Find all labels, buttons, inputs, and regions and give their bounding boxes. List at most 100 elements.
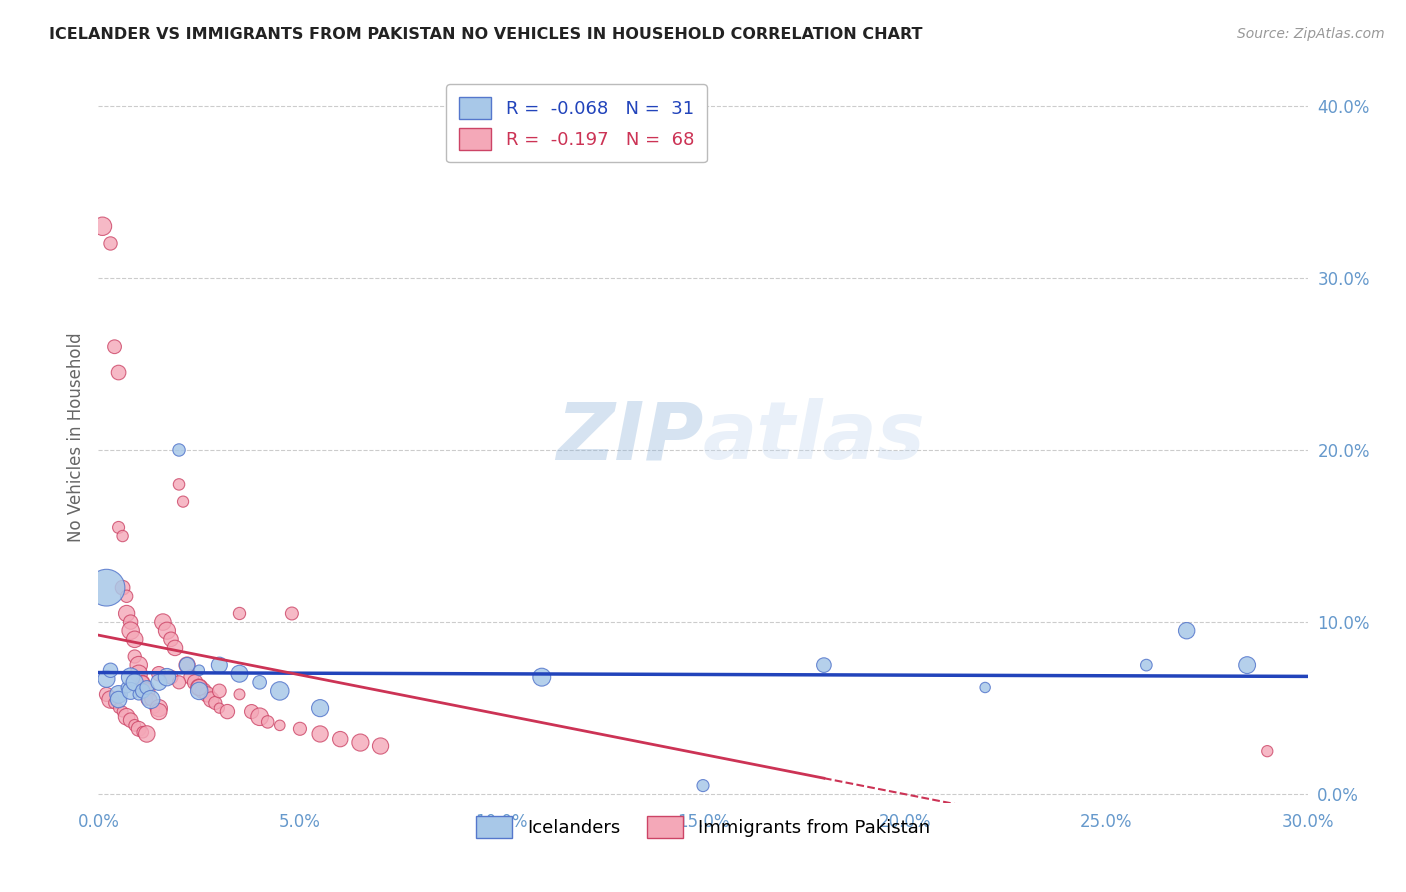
Point [208, 701, 231, 715]
Point [188, 681, 211, 695]
Point [152, 615, 174, 629]
Point [120, 713, 142, 727]
Point [143, 701, 166, 715]
Text: ICELANDER VS IMMIGRANTS FROM PAKISTAN NO VEHICLES IN HOUSEHOLD CORRELATION CHART: ICELANDER VS IMMIGRANTS FROM PAKISTAN NO… [49, 27, 922, 42]
Point [124, 675, 146, 690]
Point [200, 692, 222, 706]
Point [115, 681, 138, 695]
Point [180, 670, 202, 684]
Y-axis label: No Vehicles in Household: No Vehicles in Household [66, 332, 84, 542]
Point [188, 681, 211, 695]
Text: ZIP: ZIP [555, 398, 703, 476]
Point [288, 722, 311, 736]
Point [100, 663, 122, 677]
Point [281, 607, 304, 621]
Point [167, 675, 190, 690]
Point [100, 236, 122, 251]
Point [128, 722, 150, 736]
Point [135, 692, 157, 706]
Point [115, 607, 138, 621]
Point [249, 675, 271, 690]
Legend: Icelanders, Immigrants from Pakistan: Icelanders, Immigrants from Pakistan [470, 808, 936, 845]
Point [103, 340, 125, 354]
Point [148, 705, 170, 719]
Point [148, 701, 170, 715]
Point [204, 696, 226, 710]
Point [124, 649, 146, 664]
Point [135, 727, 157, 741]
Point [128, 687, 150, 701]
Point [156, 670, 179, 684]
Point [139, 692, 162, 706]
Point [107, 366, 129, 380]
Point [193, 684, 215, 698]
Point [111, 581, 134, 595]
Point [132, 684, 155, 698]
Point [107, 687, 129, 701]
Point [132, 675, 155, 690]
Point [195, 687, 218, 701]
Point [184, 675, 207, 690]
Point [96, 581, 118, 595]
Point [96, 672, 118, 686]
Point [208, 658, 231, 673]
Point [128, 666, 150, 681]
Point [115, 710, 138, 724]
Point [120, 624, 142, 638]
Point [96, 687, 118, 701]
Point [107, 701, 129, 715]
Point [349, 735, 371, 749]
Point [163, 640, 186, 655]
Point [111, 705, 134, 719]
Point [167, 442, 190, 457]
Point [188, 684, 211, 698]
Point [132, 725, 155, 739]
Point [188, 663, 211, 677]
Point [172, 494, 194, 508]
Point [148, 666, 170, 681]
Point [107, 692, 129, 706]
Point [256, 714, 278, 729]
Point [120, 684, 142, 698]
Point [160, 632, 183, 647]
Point [103, 696, 125, 710]
Point [139, 692, 162, 706]
Point [240, 705, 263, 719]
Point [115, 589, 138, 603]
Point [228, 607, 250, 621]
Point [974, 681, 997, 695]
Point [135, 684, 157, 698]
Point [692, 779, 714, 793]
Point [530, 670, 553, 684]
Point [135, 681, 157, 695]
Point [813, 658, 835, 673]
Text: atlas: atlas [703, 398, 925, 476]
Point [1236, 658, 1258, 673]
Point [120, 615, 142, 629]
Point [167, 477, 190, 491]
Point [100, 692, 122, 706]
Point [309, 701, 332, 715]
Point [176, 658, 198, 673]
Point [329, 732, 352, 747]
Point [1175, 624, 1198, 638]
Point [148, 675, 170, 690]
Point [176, 658, 198, 673]
Point [228, 687, 250, 701]
Point [124, 632, 146, 647]
Point [107, 520, 129, 534]
Point [1256, 744, 1278, 758]
Text: Source: ZipAtlas.com: Source: ZipAtlas.com [1237, 27, 1385, 41]
Point [160, 670, 183, 684]
Point [1135, 658, 1157, 673]
Point [132, 675, 155, 690]
Point [228, 666, 250, 681]
Point [156, 624, 179, 638]
Point [120, 670, 142, 684]
Point [124, 718, 146, 732]
Point [128, 658, 150, 673]
Point [208, 684, 231, 698]
Point [111, 529, 134, 543]
Point [249, 710, 271, 724]
Point [309, 727, 332, 741]
